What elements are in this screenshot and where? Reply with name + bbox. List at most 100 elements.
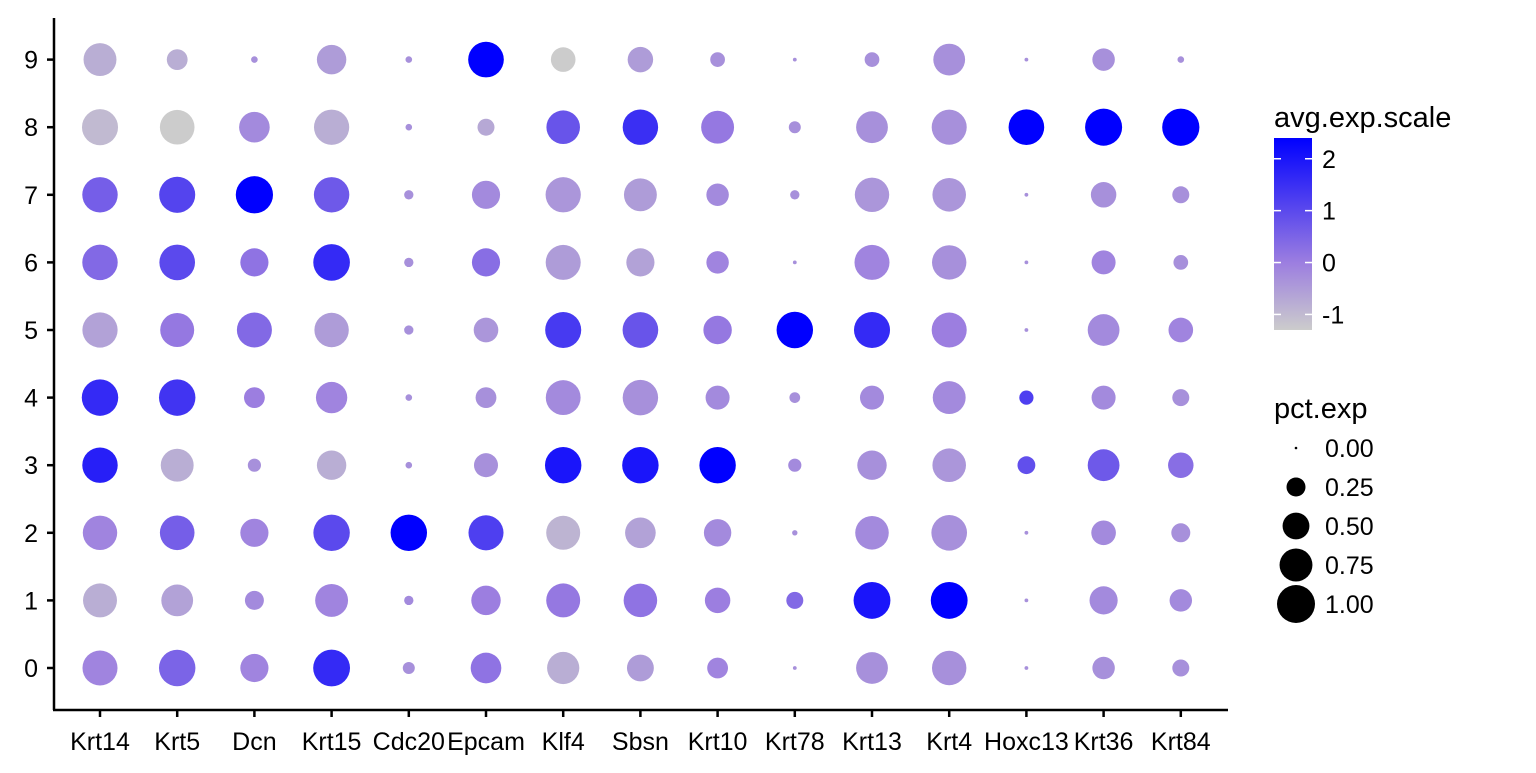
- x-tick-label: Krt15: [302, 728, 362, 756]
- dot-Epcam-cluster-1: [471, 585, 501, 616]
- dot-Epcam-cluster-6: [471, 248, 501, 277]
- x-tick-label: Krt5: [154, 728, 200, 756]
- dot-Krt5-cluster-0: [158, 649, 196, 687]
- x-tick-label: Krt4: [926, 728, 972, 756]
- dot-Krt4-cluster-0: [931, 650, 967, 686]
- dot-Krt15-cluster-7: [313, 177, 350, 213]
- colorbar-tick-label: 2: [1322, 146, 1336, 174]
- dot-Dcn-cluster-1: [244, 590, 264, 610]
- dot-Hoxc13-cluster-4: [1019, 390, 1034, 405]
- dot-Krt15-cluster-3: [316, 450, 347, 480]
- dot-Sbsn-cluster-8: [622, 109, 659, 145]
- color-legend: avg.exp.scale -1 0 1 2: [1274, 102, 1451, 330]
- size-legend-dot: [1277, 585, 1315, 623]
- dots: [81, 41, 1200, 687]
- y-tick-label: 7: [24, 182, 38, 210]
- dot-Hoxc13-cluster-8: [1008, 109, 1045, 146]
- dot-Krt78-cluster-4: [789, 392, 801, 403]
- dot-Klf4-cluster-4: [545, 380, 581, 416]
- dot-Krt36-cluster-5: [1087, 314, 1120, 346]
- dot-Krt84-cluster-4: [1172, 389, 1190, 407]
- dot-Klf4-cluster-1: [546, 583, 581, 618]
- dot-Krt13-cluster-9: [864, 52, 880, 67]
- x-tick-label: Krt13: [842, 728, 902, 756]
- dot-Krt14-cluster-9: [83, 43, 117, 77]
- dot-Krt13-cluster-7: [854, 177, 890, 213]
- x-tick-label: Hoxc13: [984, 728, 1069, 756]
- y-tick-label: 0: [24, 655, 38, 683]
- dot-Krt78-cluster-8: [788, 121, 801, 134]
- dot-Cdc20-cluster-7: [404, 190, 414, 200]
- dot-Hoxc13-cluster-9: [1024, 57, 1029, 62]
- dot-Krt10-cluster-2: [703, 519, 732, 547]
- dot-Dcn-cluster-9: [251, 56, 258, 63]
- y-tick-label: 2: [24, 520, 38, 548]
- dot-Hoxc13-cluster-1: [1024, 598, 1029, 603]
- dot-Sbsn-cluster-9: [627, 46, 654, 73]
- dot-Krt4-cluster-2: [931, 514, 968, 551]
- x-ticks: Krt14 Krt5 Dcn Krt15 Cdc20 Epcam Klf4 Sbsn Krt10…: [70, 710, 1211, 756]
- dot-Krt14-cluster-0: [82, 650, 118, 686]
- dot-Krt10-cluster-8: [701, 110, 735, 144]
- dot-Krt36-cluster-2: [1091, 520, 1116, 546]
- dot-Sbsn-cluster-6: [626, 248, 655, 277]
- dot-Dcn-cluster-0: [240, 653, 269, 683]
- dot-Krt78-cluster-6: [792, 260, 797, 265]
- dot-Krt36-cluster-9: [1092, 48, 1115, 71]
- x-tick-label: Krt10: [688, 728, 748, 756]
- dot-Dcn-cluster-7: [235, 176, 274, 214]
- dot-Cdc20-cluster-5: [404, 325, 414, 335]
- size-legend-dot: [1279, 548, 1313, 582]
- size-legend-label: 0.00: [1325, 435, 1374, 463]
- dot-Dcn-cluster-8: [239, 111, 270, 143]
- dot-Krt10-cluster-0: [707, 657, 729, 679]
- size-legend: pct.exp 0.00 0.25 0.50 0.75 1.00: [1274, 393, 1374, 623]
- dot-Krt4-cluster-3: [932, 448, 966, 482]
- dot-Krt5-cluster-4: [158, 379, 196, 416]
- dot-Epcam-cluster-9: [468, 41, 504, 78]
- dot-Krt36-cluster-7: [1090, 182, 1117, 208]
- dot-Krt84-cluster-3: [1168, 452, 1194, 478]
- dot-Krt36-cluster-6: [1091, 250, 1116, 275]
- dot-Klf4-cluster-5: [545, 311, 582, 349]
- dot-Krt14-cluster-1: [83, 583, 117, 618]
- dot-Krt10-cluster-6: [706, 251, 729, 274]
- dot-Krt84-cluster-2: [1171, 523, 1191, 543]
- dot-Krt14-cluster-7: [82, 177, 118, 213]
- dot-Sbsn-cluster-3: [622, 446, 659, 484]
- y-tick-label: 9: [24, 47, 38, 75]
- dot-Krt14-cluster-3: [82, 447, 118, 483]
- colorbar: [1274, 138, 1312, 330]
- dot-Krt5-cluster-6: [159, 244, 196, 281]
- dot-Epcam-cluster-2: [468, 515, 504, 551]
- dot-Krt78-cluster-7: [790, 190, 800, 200]
- size-legend-dot: [1294, 446, 1298, 450]
- colorbar-tick-label: -1: [1322, 301, 1344, 329]
- y-tick-label: 8: [24, 114, 38, 142]
- dot-Krt15-cluster-0: [313, 649, 351, 687]
- size-legend-title: pct.exp: [1274, 393, 1368, 425]
- dot-Krt10-cluster-7: [706, 183, 729, 207]
- x-tick-label: Krt14: [70, 728, 130, 756]
- dot-Krt5-cluster-5: [160, 313, 195, 347]
- dot-Krt4-cluster-5: [931, 312, 967, 348]
- dot-Cdc20-cluster-9: [405, 56, 413, 63]
- dot-Epcam-cluster-7: [471, 180, 501, 209]
- dot-Sbsn-cluster-1: [623, 583, 658, 618]
- y-tick-label: 3: [24, 452, 38, 480]
- dot-Krt36-cluster-8: [1085, 108, 1123, 146]
- dot-Krt5-cluster-7: [159, 176, 196, 213]
- dot-Krt15-cluster-8: [313, 109, 350, 145]
- dot-Hoxc13-cluster-7: [1024, 192, 1029, 197]
- dot-Cdc20-cluster-8: [405, 123, 413, 131]
- dot-Krt78-cluster-3: [788, 458, 802, 472]
- dot-Cdc20-cluster-3: [405, 461, 413, 469]
- size-legend-label: 0.50: [1325, 513, 1374, 541]
- dot-Krt13-cluster-4: [859, 385, 885, 410]
- dot-Dcn-cluster-3: [247, 458, 261, 472]
- dot-Krt78-cluster-1: [786, 591, 804, 609]
- dot-Krt15-cluster-2: [313, 514, 350, 552]
- dot-Krt84-cluster-0: [1172, 659, 1190, 677]
- dot-Sbsn-cluster-5: [622, 312, 659, 348]
